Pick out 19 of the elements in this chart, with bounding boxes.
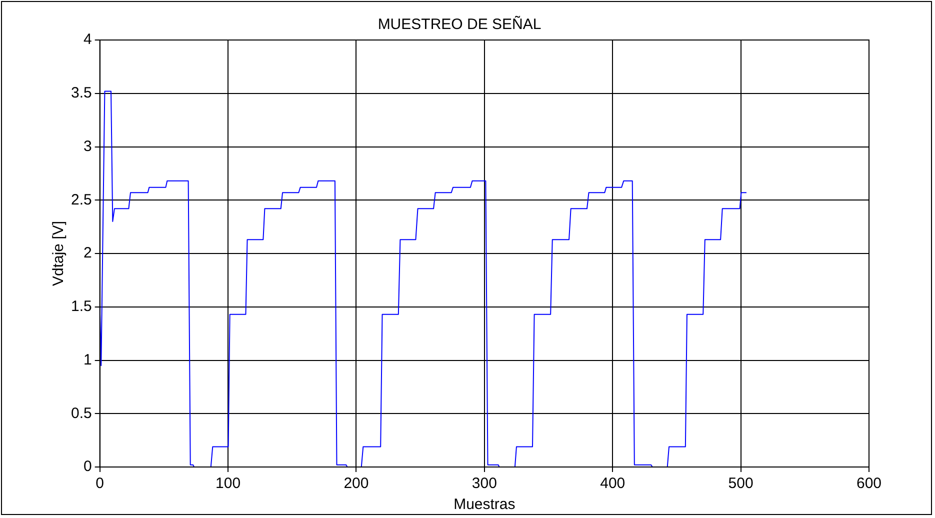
- y-axis-title: Vdtaje [V]: [50, 220, 68, 286]
- chart-title: MUESTREO DE SEÑAL: [378, 15, 542, 34]
- y-tick-label: 2.5: [70, 191, 92, 208]
- x-tick-label: 500: [728, 475, 754, 492]
- y-tick-label: 1: [84, 351, 92, 368]
- y-tick-label: 2: [84, 244, 92, 262]
- y-tick-label: 0.5: [70, 404, 92, 422]
- y-tick-label: 3: [84, 138, 92, 155]
- x-axis-title: Muestras: [454, 496, 516, 514]
- x-tick-label: 400: [600, 475, 626, 492]
- x-tick-label: 600: [856, 475, 882, 492]
- x-tick-label: 200: [344, 475, 369, 492]
- y-tick-label: 3.5: [70, 84, 92, 102]
- x-tick-label: 100: [216, 475, 241, 492]
- x-tick-label: 0: [96, 475, 104, 492]
- y-tick-label: 1.5: [70, 298, 92, 316]
- y-tick-label: 4: [84, 31, 92, 48]
- x-tick-label: 300: [472, 475, 497, 492]
- y-tick-label: 0: [84, 458, 92, 476]
